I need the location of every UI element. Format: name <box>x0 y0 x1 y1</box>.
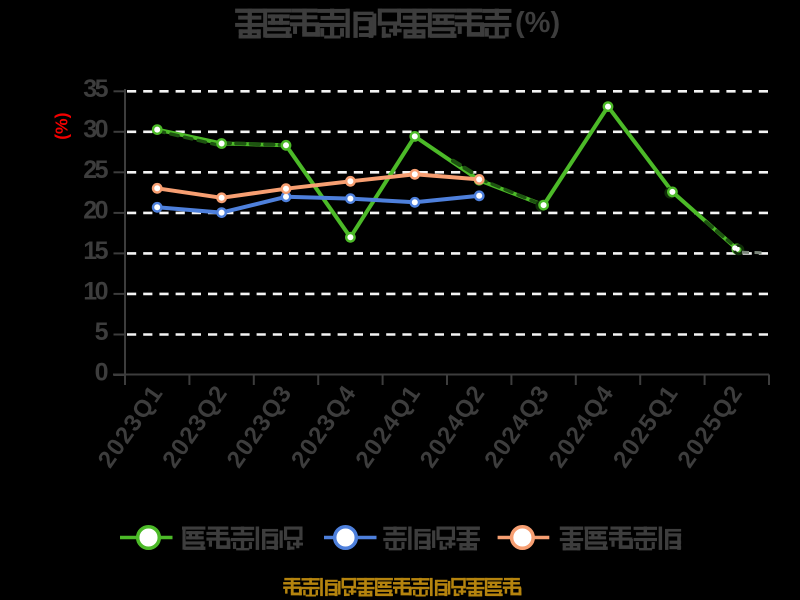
svg-text:30: 30 <box>83 115 107 143</box>
svg-text:10: 10 <box>83 277 107 305</box>
svg-text:15: 15 <box>83 237 108 265</box>
svg-text:25: 25 <box>83 156 108 184</box>
svg-text:(%): (%) <box>52 113 72 140</box>
svg-text:(%): (%) <box>515 7 560 39</box>
svg-text:35: 35 <box>83 75 108 103</box>
svg-text:0: 0 <box>95 359 108 387</box>
svg-text:20: 20 <box>83 196 107 224</box>
